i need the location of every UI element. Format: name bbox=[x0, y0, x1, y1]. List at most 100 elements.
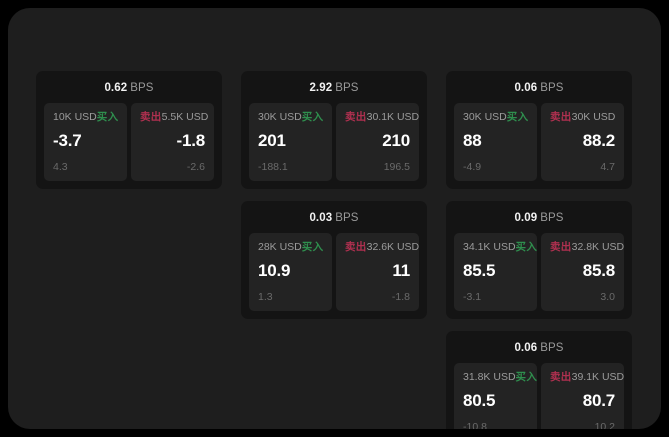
bps-unit-label: BPS bbox=[130, 82, 154, 94]
sell-sub-value: 3.0 bbox=[600, 291, 615, 303]
buy-side-label: 买入 bbox=[515, 371, 538, 383]
buy-pane[interactable]: 34.1K USD 买入 85.5 -3.1 bbox=[454, 233, 537, 311]
buy-sub-value: 1.3 bbox=[258, 291, 273, 303]
sell-side-label: 卖出 bbox=[550, 111, 572, 123]
sell-main-value: 88.2 bbox=[582, 131, 615, 150]
buy-main-value: -3.7 bbox=[53, 131, 82, 150]
bps-value: 0.03 bbox=[309, 212, 333, 224]
buy-sub-value: -10.8 bbox=[463, 421, 487, 429]
sell-pane-header: 卖出 30K USD bbox=[550, 111, 615, 124]
buy-quantity-label: 10K USD bbox=[53, 111, 97, 123]
pane-row: 34.1K USD 买入 85.5 -3.1 卖出 32.8K USD 85.8 3.0 bbox=[454, 233, 624, 311]
buy-quantity-label: 30K USD bbox=[258, 111, 302, 123]
buy-quantity-label: 34.1K USD bbox=[463, 241, 516, 253]
spread-card[interactable]: 0.62 BPS 10K USD 买入 -3.7 4.3 卖出 5.5K USD -1.8 -2.… bbox=[36, 71, 222, 189]
bps-unit-label: BPS bbox=[540, 342, 564, 354]
buy-pane[interactable]: 28K USD 买入 10.9 1.3 bbox=[249, 233, 332, 311]
column-1: 0.62 BPS 10K USD 买入 -3.7 4.3 卖出 5.5K USD -1.8 -2.… bbox=[36, 71, 222, 189]
sell-pane[interactable]: 卖出 30K USD 88.2 4.7 bbox=[541, 103, 624, 181]
buy-pane-header: 34.1K USD 买入 bbox=[463, 241, 537, 254]
sell-sub-value: 196.5 bbox=[383, 161, 410, 173]
buy-pane[interactable]: 30K USD 买入 201 -188.1 bbox=[249, 103, 332, 181]
app-panel: 0.62 BPS 10K USD 买入 -3.7 4.3 卖出 5.5K USD -1.8 -2.… bbox=[8, 8, 661, 429]
sell-side-label: 卖出 bbox=[140, 111, 162, 123]
sell-quantity-label: 30K USD bbox=[571, 111, 616, 123]
buy-pane-header: 28K USD 买入 bbox=[258, 241, 323, 254]
bps-value: 0.62 bbox=[104, 82, 128, 94]
buy-side-label: 买入 bbox=[506, 111, 529, 123]
pane-row: 30K USD 买入 88 -4.9 卖出 30K USD 88.2 4.7 bbox=[454, 103, 624, 181]
buy-quantity-label: 31.8K USD bbox=[463, 371, 516, 383]
buy-pane[interactable]: 30K USD 买入 88 -4.9 bbox=[454, 103, 537, 181]
bps-header: 0.09 BPS bbox=[454, 209, 624, 233]
sell-pane-header: 卖出 39.1K USD bbox=[550, 371, 624, 384]
buy-side-label: 买入 bbox=[301, 111, 324, 123]
buy-sub-value: 4.3 bbox=[53, 161, 68, 173]
sell-pane-header: 卖出 32.8K USD bbox=[550, 241, 624, 254]
bps-header: 0.03 BPS bbox=[249, 209, 419, 233]
sell-pane-header: 卖出 30.1K USD bbox=[345, 111, 419, 124]
bps-value: 0.06 bbox=[514, 342, 538, 354]
sell-quantity-label: 32.6K USD bbox=[366, 241, 420, 253]
buy-side-label: 买入 bbox=[515, 241, 538, 253]
buy-main-value: 80.5 bbox=[463, 391, 496, 410]
sell-side-label: 卖出 bbox=[550, 371, 572, 383]
sell-quantity-label: 32.8K USD bbox=[571, 241, 625, 253]
spread-card[interactable]: 0.06 BPS 30K USD 买入 88 -4.9 卖出 30K USD 88.2 4.7 bbox=[446, 71, 632, 189]
sell-pane[interactable]: 卖出 5.5K USD -1.8 -2.6 bbox=[131, 103, 214, 181]
bps-unit-label: BPS bbox=[335, 82, 359, 94]
pane-row: 30K USD 买入 201 -188.1 卖出 30.1K USD 210 196.5 bbox=[249, 103, 419, 181]
bps-value: 2.92 bbox=[309, 82, 333, 94]
bps-unit-label: BPS bbox=[335, 212, 359, 224]
sell-main-value: -1.8 bbox=[176, 131, 206, 150]
bps-header: 0.06 BPS bbox=[454, 79, 624, 103]
buy-pane-header: 31.8K USD 买入 bbox=[463, 371, 537, 384]
buy-pane-header: 30K USD 买入 bbox=[463, 111, 528, 124]
spread-card[interactable]: 0.03 BPS 28K USD 买入 10.9 1.3 卖出 32.6K USD 11 -1.8 bbox=[241, 201, 427, 319]
sell-sub-value: -1.8 bbox=[391, 291, 410, 303]
sell-pane[interactable]: 卖出 39.1K USD 80.7 10.2 bbox=[541, 363, 624, 429]
bps-header: 0.06 BPS bbox=[454, 339, 624, 363]
buy-pane[interactable]: 10K USD 买入 -3.7 4.3 bbox=[44, 103, 127, 181]
bps-value: 0.06 bbox=[514, 82, 538, 94]
pane-row: 28K USD 买入 10.9 1.3 卖出 32.6K USD 11 -1.8 bbox=[249, 233, 419, 311]
sell-main-value: 80.7 bbox=[582, 391, 615, 410]
buy-pane-header: 30K USD 买入 bbox=[258, 111, 323, 124]
sell-pane[interactable]: 卖出 30.1K USD 210 196.5 bbox=[336, 103, 419, 181]
buy-quantity-label: 30K USD bbox=[463, 111, 507, 123]
sell-sub-value: 4.7 bbox=[600, 161, 615, 173]
spread-card[interactable]: 0.06 BPS 31.8K USD 买入 80.5 -10.8 卖出 39.1K USD 80… bbox=[446, 331, 632, 429]
pane-row: 10K USD 买入 -3.7 4.3 卖出 5.5K USD -1.8 -2.6 bbox=[44, 103, 214, 181]
buy-main-value: 10.9 bbox=[258, 261, 291, 280]
sell-pane-header: 卖出 5.5K USD bbox=[140, 111, 208, 124]
sell-side-label: 卖出 bbox=[345, 111, 367, 123]
sell-quantity-label: 30.1K USD bbox=[366, 111, 420, 123]
sell-quantity-label: 39.1K USD bbox=[571, 371, 625, 383]
spread-card[interactable]: 0.09 BPS 34.1K USD 买入 85.5 -3.1 卖出 32.8K USD 85.… bbox=[446, 201, 632, 319]
spread-card[interactable]: 2.92 BPS 30K USD 买入 201 -188.1 卖出 30.1K USD 210 1… bbox=[241, 71, 427, 189]
sell-pane-header: 卖出 32.6K USD bbox=[345, 241, 419, 254]
sell-main-value: 11 bbox=[392, 261, 410, 280]
bps-header: 2.92 BPS bbox=[249, 79, 419, 103]
bps-unit-label: BPS bbox=[540, 212, 564, 224]
column-3: 0.06 BPS 30K USD 买入 88 -4.9 卖出 30K USD 88.2 4.7 0.… bbox=[446, 71, 632, 429]
pane-row: 31.8K USD 买入 80.5 -10.8 卖出 39.1K USD 80.7 10.2 bbox=[454, 363, 624, 429]
buy-main-value: 201 bbox=[258, 131, 286, 150]
sell-main-value: 85.8 bbox=[582, 261, 615, 280]
sell-side-label: 卖出 bbox=[345, 241, 367, 253]
sell-quantity-label: 5.5K USD bbox=[161, 111, 209, 123]
column-2: 2.92 BPS 30K USD 买入 201 -188.1 卖出 30.1K USD 210 1… bbox=[241, 71, 427, 319]
sell-sub-value: -2.6 bbox=[186, 161, 205, 173]
buy-main-value: 88 bbox=[463, 131, 482, 150]
spread-card-board: 0.62 BPS 10K USD 买入 -3.7 4.3 卖出 5.5K USD -1.8 -2.… bbox=[36, 71, 633, 429]
buy-side-label: 买入 bbox=[96, 111, 119, 123]
sell-side-label: 卖出 bbox=[550, 241, 572, 253]
buy-main-value: 85.5 bbox=[463, 261, 496, 280]
buy-pane[interactable]: 31.8K USD 买入 80.5 -10.8 bbox=[454, 363, 537, 429]
sell-main-value: 210 bbox=[382, 131, 410, 150]
buy-side-label: 买入 bbox=[301, 241, 324, 253]
sell-pane[interactable]: 卖出 32.6K USD 11 -1.8 bbox=[336, 233, 419, 311]
buy-sub-value: -188.1 bbox=[258, 161, 288, 173]
sell-pane[interactable]: 卖出 32.8K USD 85.8 3.0 bbox=[541, 233, 624, 311]
buy-sub-value: -3.1 bbox=[463, 291, 482, 303]
